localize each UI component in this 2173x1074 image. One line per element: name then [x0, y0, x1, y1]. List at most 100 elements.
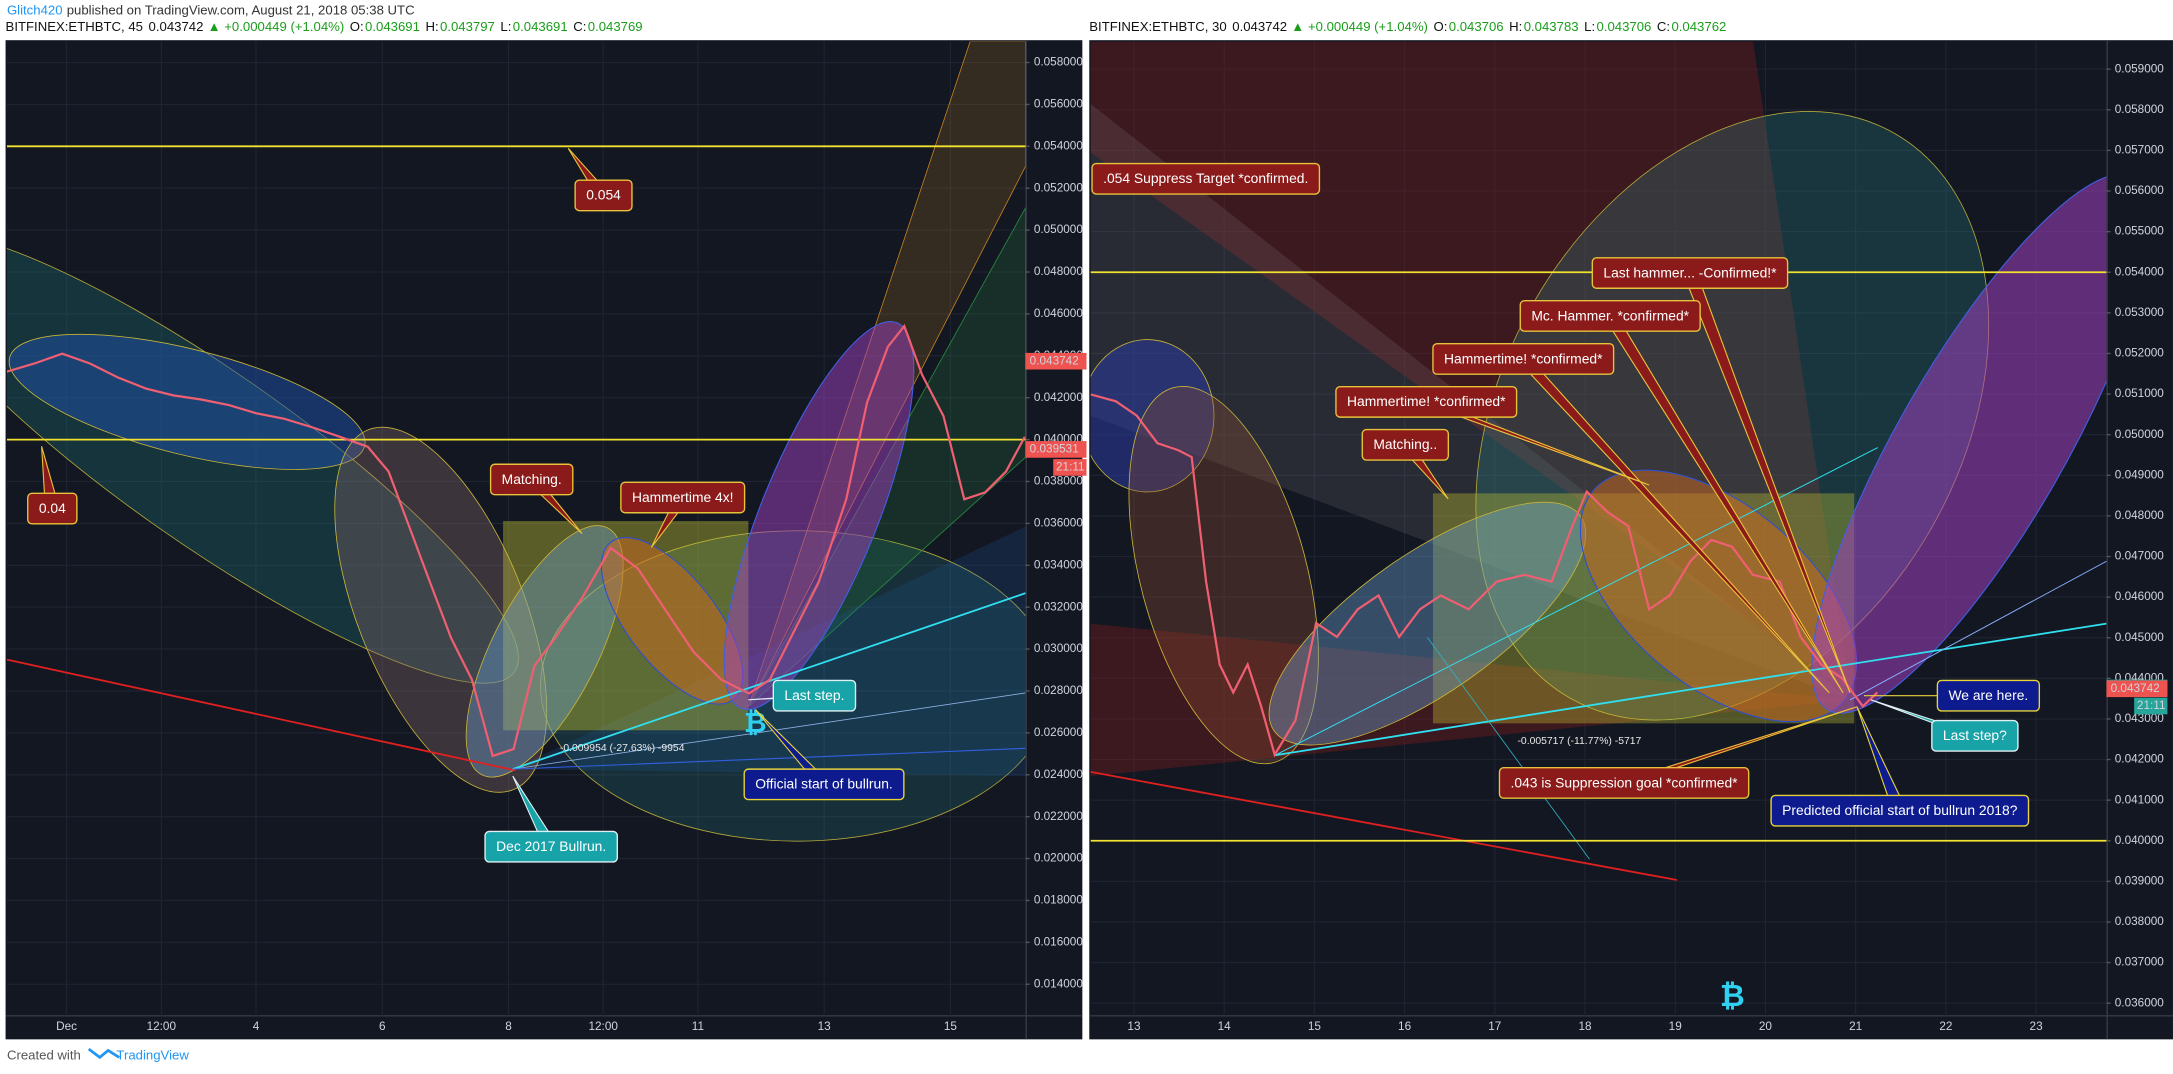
annotation-text: Hammertime! *confirmed*: [1444, 350, 1603, 366]
y-tick-label: 0.020000: [1034, 852, 1084, 865]
annotation-text: Hammertime 4x!: [632, 489, 734, 505]
countdown-box: [2134, 697, 2168, 715]
y-tick-label: 0.046000: [1034, 307, 1084, 320]
x-tick-label: 16: [1398, 1020, 1412, 1033]
y-tick-label: 0.038000: [1034, 475, 1084, 488]
annotation-box: [1936, 679, 2041, 712]
annotation-text: Last step?: [1943, 727, 2007, 743]
price-tag-label: 0.043742: [1030, 354, 1079, 367]
symbol-info: L:: [500, 19, 511, 34]
y-tick-label: 0.050000: [1034, 223, 1084, 236]
annotations: -0.009954 (-27.63%) -9954 0.054 0.04 Matchi…: [27, 147, 2041, 863]
symbol-info: 0.043706: [1596, 19, 1651, 34]
y-tick-label: 0.045000: [2115, 631, 2165, 644]
annotation-text: Last hammer... -Confirmed!*: [1603, 264, 1777, 280]
annotation: Last hammer... -Confirmed!*: [1591, 257, 1851, 694]
y-tick-label: 0.042000: [1034, 391, 1084, 404]
annotation: Dec 2017 Bullrun.: [484, 775, 618, 863]
annotation: Hammertime! *confirmed*: [1432, 342, 1830, 694]
annotation: Matching.: [489, 463, 583, 534]
symbol-info: 0.043783: [1524, 19, 1579, 34]
annotation-text: Dec 2017 Bullrun.: [496, 838, 606, 854]
annotation: 0.054: [567, 147, 633, 212]
x-tick-label: 15: [944, 1020, 958, 1033]
annotation: Matching..: [1361, 428, 1450, 500]
y-tick-label: 0.058000: [2115, 103, 2165, 116]
countdown: 21:11: [2137, 699, 2166, 712]
annotation-text: 0.04: [39, 500, 66, 516]
y-tick-label: 0.047000: [2115, 550, 2165, 563]
annotation: Last step?: [1870, 699, 2019, 752]
x-tick-label: 11: [692, 1020, 704, 1033]
annotation-box: [1770, 794, 2030, 827]
y-tick-label: 0.058000: [1034, 56, 1084, 69]
y-tick-label: 0.036000: [2115, 996, 2165, 1009]
symbol-info: 0.043706: [1449, 19, 1504, 34]
y-tick-label: 0.038000: [2115, 915, 2165, 928]
annotation-text: .054 Suppress Target *confirmed.: [1103, 170, 1308, 186]
x-tick-label: 19: [1669, 1020, 1682, 1033]
x-tick-label: 4: [253, 1020, 260, 1033]
annotation-text: .043 is Suppression goal *confirmed*: [1511, 774, 1739, 790]
symbol-info: H:: [1509, 19, 1522, 34]
created-with: Created with: [7, 1047, 81, 1062]
x-tick-label: 13: [818, 1020, 832, 1033]
symbol-info: 0.043797: [440, 19, 495, 34]
x-tick-label: Dec: [56, 1020, 77, 1033]
annotation-text: Matching.: [502, 471, 562, 487]
y-tick-label: 0.036000: [1034, 516, 1084, 529]
x-tick-label: 8: [505, 1020, 512, 1033]
annotation: Hammertime! *confirmed*: [1335, 385, 1650, 486]
panel-left: [5, 40, 1083, 1040]
y-tick-label: 0.048000: [1034, 265, 1084, 278]
annotation-text: 0.054: [586, 187, 621, 203]
x-tick-label: 12:00: [588, 1020, 618, 1033]
y-tick-label: 0.046000: [2115, 590, 2165, 603]
symbol-info: 0.043769: [588, 19, 643, 34]
x-tick-label: 18: [1578, 1020, 1592, 1033]
annotation-box: [1519, 300, 1701, 332]
countdown: 21:11: [1056, 461, 1085, 474]
symbol-info: C:: [1657, 19, 1670, 34]
x-tick-label: 21: [1849, 1020, 1862, 1033]
annotation-text: Last step.: [784, 687, 844, 703]
annotation-box: [574, 179, 633, 212]
svg-text:₿: ₿: [744, 707, 767, 738]
svg-text:₿: ₿: [1720, 979, 1745, 1013]
y-tick-label: 0.042000: [2115, 753, 2165, 766]
x-tick-label: 6: [379, 1020, 386, 1033]
y-tick-label: 0.059000: [2115, 62, 2165, 75]
symbol-info: C:: [573, 19, 586, 34]
x-tick-label: 23: [2030, 1020, 2044, 1033]
symbol-info: BITFINEX:ETHBTC, 30: [1089, 19, 1226, 34]
y-tick-label: 0.040000: [2115, 834, 2165, 847]
x-tick-label: 13: [1127, 1020, 1141, 1033]
axes: BITFINEX:ETHBTC, 45 0.043742 ▲ +0.000449 (…: [6, 19, 2168, 1033]
plot: [6, 145, 1026, 758]
annotation-text: Matching..: [1373, 436, 1437, 452]
brand[interactable]: TradingView: [116, 1047, 189, 1062]
annotation-box: [489, 463, 574, 496]
symbol-info: 0.043762: [1671, 19, 1726, 34]
symbol-info: ▲ +0.000449 (+1.04%): [1291, 19, 1428, 34]
symbol-info: O:: [1433, 19, 1447, 34]
y-tick-label: 0.052000: [1034, 181, 1084, 194]
annotation: .043 is Suppression goal *confirmed*: [1498, 706, 1858, 799]
annotation-box: [1091, 162, 1321, 195]
annotation-box: [620, 481, 746, 514]
y-tick-label: 0.018000: [1034, 894, 1084, 907]
annotation-box: [1361, 428, 1450, 461]
y-tick-label: 0.052000: [2115, 347, 2165, 360]
countdown-box: [1053, 459, 1087, 476]
x-tick-label: 22: [1939, 1020, 1952, 1033]
annotation-box: [1432, 342, 1615, 375]
x-tick-label: 14: [1218, 1020, 1232, 1033]
annotation-text: Official start of bullrun.: [755, 776, 892, 792]
y-tick-label: 0.014000: [1034, 977, 1084, 990]
symbol-info: 0.043691: [513, 19, 568, 34]
price-tag-label: 0.039531: [1030, 443, 1079, 456]
y-tick-label: 0.048000: [2115, 509, 2165, 522]
author[interactable]: Glitch420: [7, 3, 63, 18]
